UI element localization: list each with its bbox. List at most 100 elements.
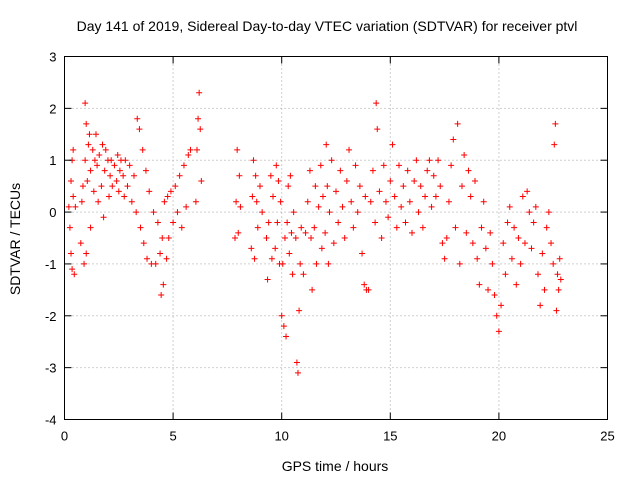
x-tick-label: 15 — [383, 429, 397, 444]
data-point — [541, 286, 548, 293]
data-point — [273, 162, 280, 169]
data-point — [508, 255, 515, 262]
data-point — [68, 177, 75, 184]
data-point — [293, 359, 300, 366]
data-point — [259, 209, 266, 216]
data-point — [65, 203, 72, 210]
data-point — [193, 146, 200, 153]
data-point — [374, 126, 381, 133]
data-point — [83, 250, 90, 257]
data-point — [126, 162, 133, 169]
data-point — [185, 152, 192, 159]
data-point — [81, 260, 88, 267]
data-point — [324, 183, 331, 190]
data-point — [280, 323, 287, 330]
data-point — [376, 188, 383, 195]
data-point — [233, 198, 240, 205]
data-point — [335, 219, 342, 226]
data-points — [65, 89, 564, 376]
data-point — [287, 172, 294, 179]
y-tick-label: -3 — [45, 361, 57, 376]
data-point — [290, 209, 297, 216]
data-point — [359, 250, 366, 257]
data-point — [463, 229, 470, 236]
data-point — [548, 240, 555, 247]
data-point — [198, 177, 205, 184]
data-point — [122, 157, 129, 164]
data-point — [504, 219, 511, 226]
data-point — [300, 271, 307, 278]
data-point — [265, 219, 272, 226]
data-point — [502, 271, 509, 278]
data-point — [458, 183, 465, 190]
data-point — [491, 292, 498, 299]
data-point — [398, 203, 405, 210]
x-tick-label: 0 — [61, 429, 68, 444]
data-point — [400, 183, 407, 190]
data-point — [315, 203, 322, 210]
data-point — [422, 193, 429, 200]
data-point — [406, 198, 413, 205]
data-point — [84, 177, 91, 184]
data-point — [101, 167, 108, 174]
data-point — [393, 224, 400, 231]
data-point — [157, 250, 164, 257]
data-point — [281, 235, 288, 241]
data-point — [452, 224, 459, 231]
data-point — [385, 214, 392, 221]
x-tick-label: 25 — [600, 429, 614, 444]
data-point — [167, 188, 174, 195]
data-point — [445, 198, 452, 205]
data-point — [277, 198, 284, 205]
data-point — [521, 240, 528, 247]
y-tick-label: 3 — [49, 50, 56, 65]
axis-ticks: 0 5 10 15 20 25 -4 -3 -2 -1 0 1 2 3 — [45, 50, 615, 444]
data-point — [275, 177, 282, 184]
data-point — [555, 286, 562, 293]
data-point — [82, 157, 89, 164]
data-point — [108, 157, 115, 164]
data-point — [528, 245, 535, 252]
data-point — [70, 146, 77, 153]
y-tick-label: 2 — [49, 101, 56, 116]
data-point — [526, 209, 533, 216]
data-point — [530, 219, 537, 226]
data-point — [553, 307, 560, 314]
data-point — [411, 177, 418, 184]
data-point — [86, 131, 93, 138]
plot-frame — [64, 56, 608, 420]
data-point — [325, 260, 332, 267]
data-point — [278, 312, 285, 319]
data-point — [152, 260, 159, 267]
data-point — [318, 245, 325, 252]
data-point — [82, 100, 89, 107]
data-point — [249, 193, 256, 200]
data-point — [309, 286, 316, 293]
data-point — [515, 235, 522, 241]
data-point — [85, 141, 92, 148]
data-point — [439, 240, 446, 247]
data-point — [382, 198, 389, 205]
data-point — [235, 229, 242, 236]
data-point — [114, 152, 121, 159]
data-point — [296, 307, 303, 314]
x-tick-label: 10 — [274, 429, 288, 444]
data-point — [195, 115, 202, 122]
data-point — [158, 292, 165, 299]
data-point — [472, 177, 479, 184]
data-point — [172, 183, 179, 190]
data-point — [70, 193, 77, 200]
data-point — [469, 240, 476, 247]
data-point — [79, 183, 86, 190]
data-point — [284, 219, 291, 226]
data-point — [87, 224, 94, 231]
data-point — [489, 260, 496, 267]
data-point — [387, 177, 394, 184]
data-point — [253, 198, 260, 205]
data-point — [248, 245, 255, 252]
data-point — [326, 209, 333, 216]
data-point — [237, 203, 244, 210]
data-point — [389, 141, 396, 148]
data-point — [283, 333, 290, 340]
